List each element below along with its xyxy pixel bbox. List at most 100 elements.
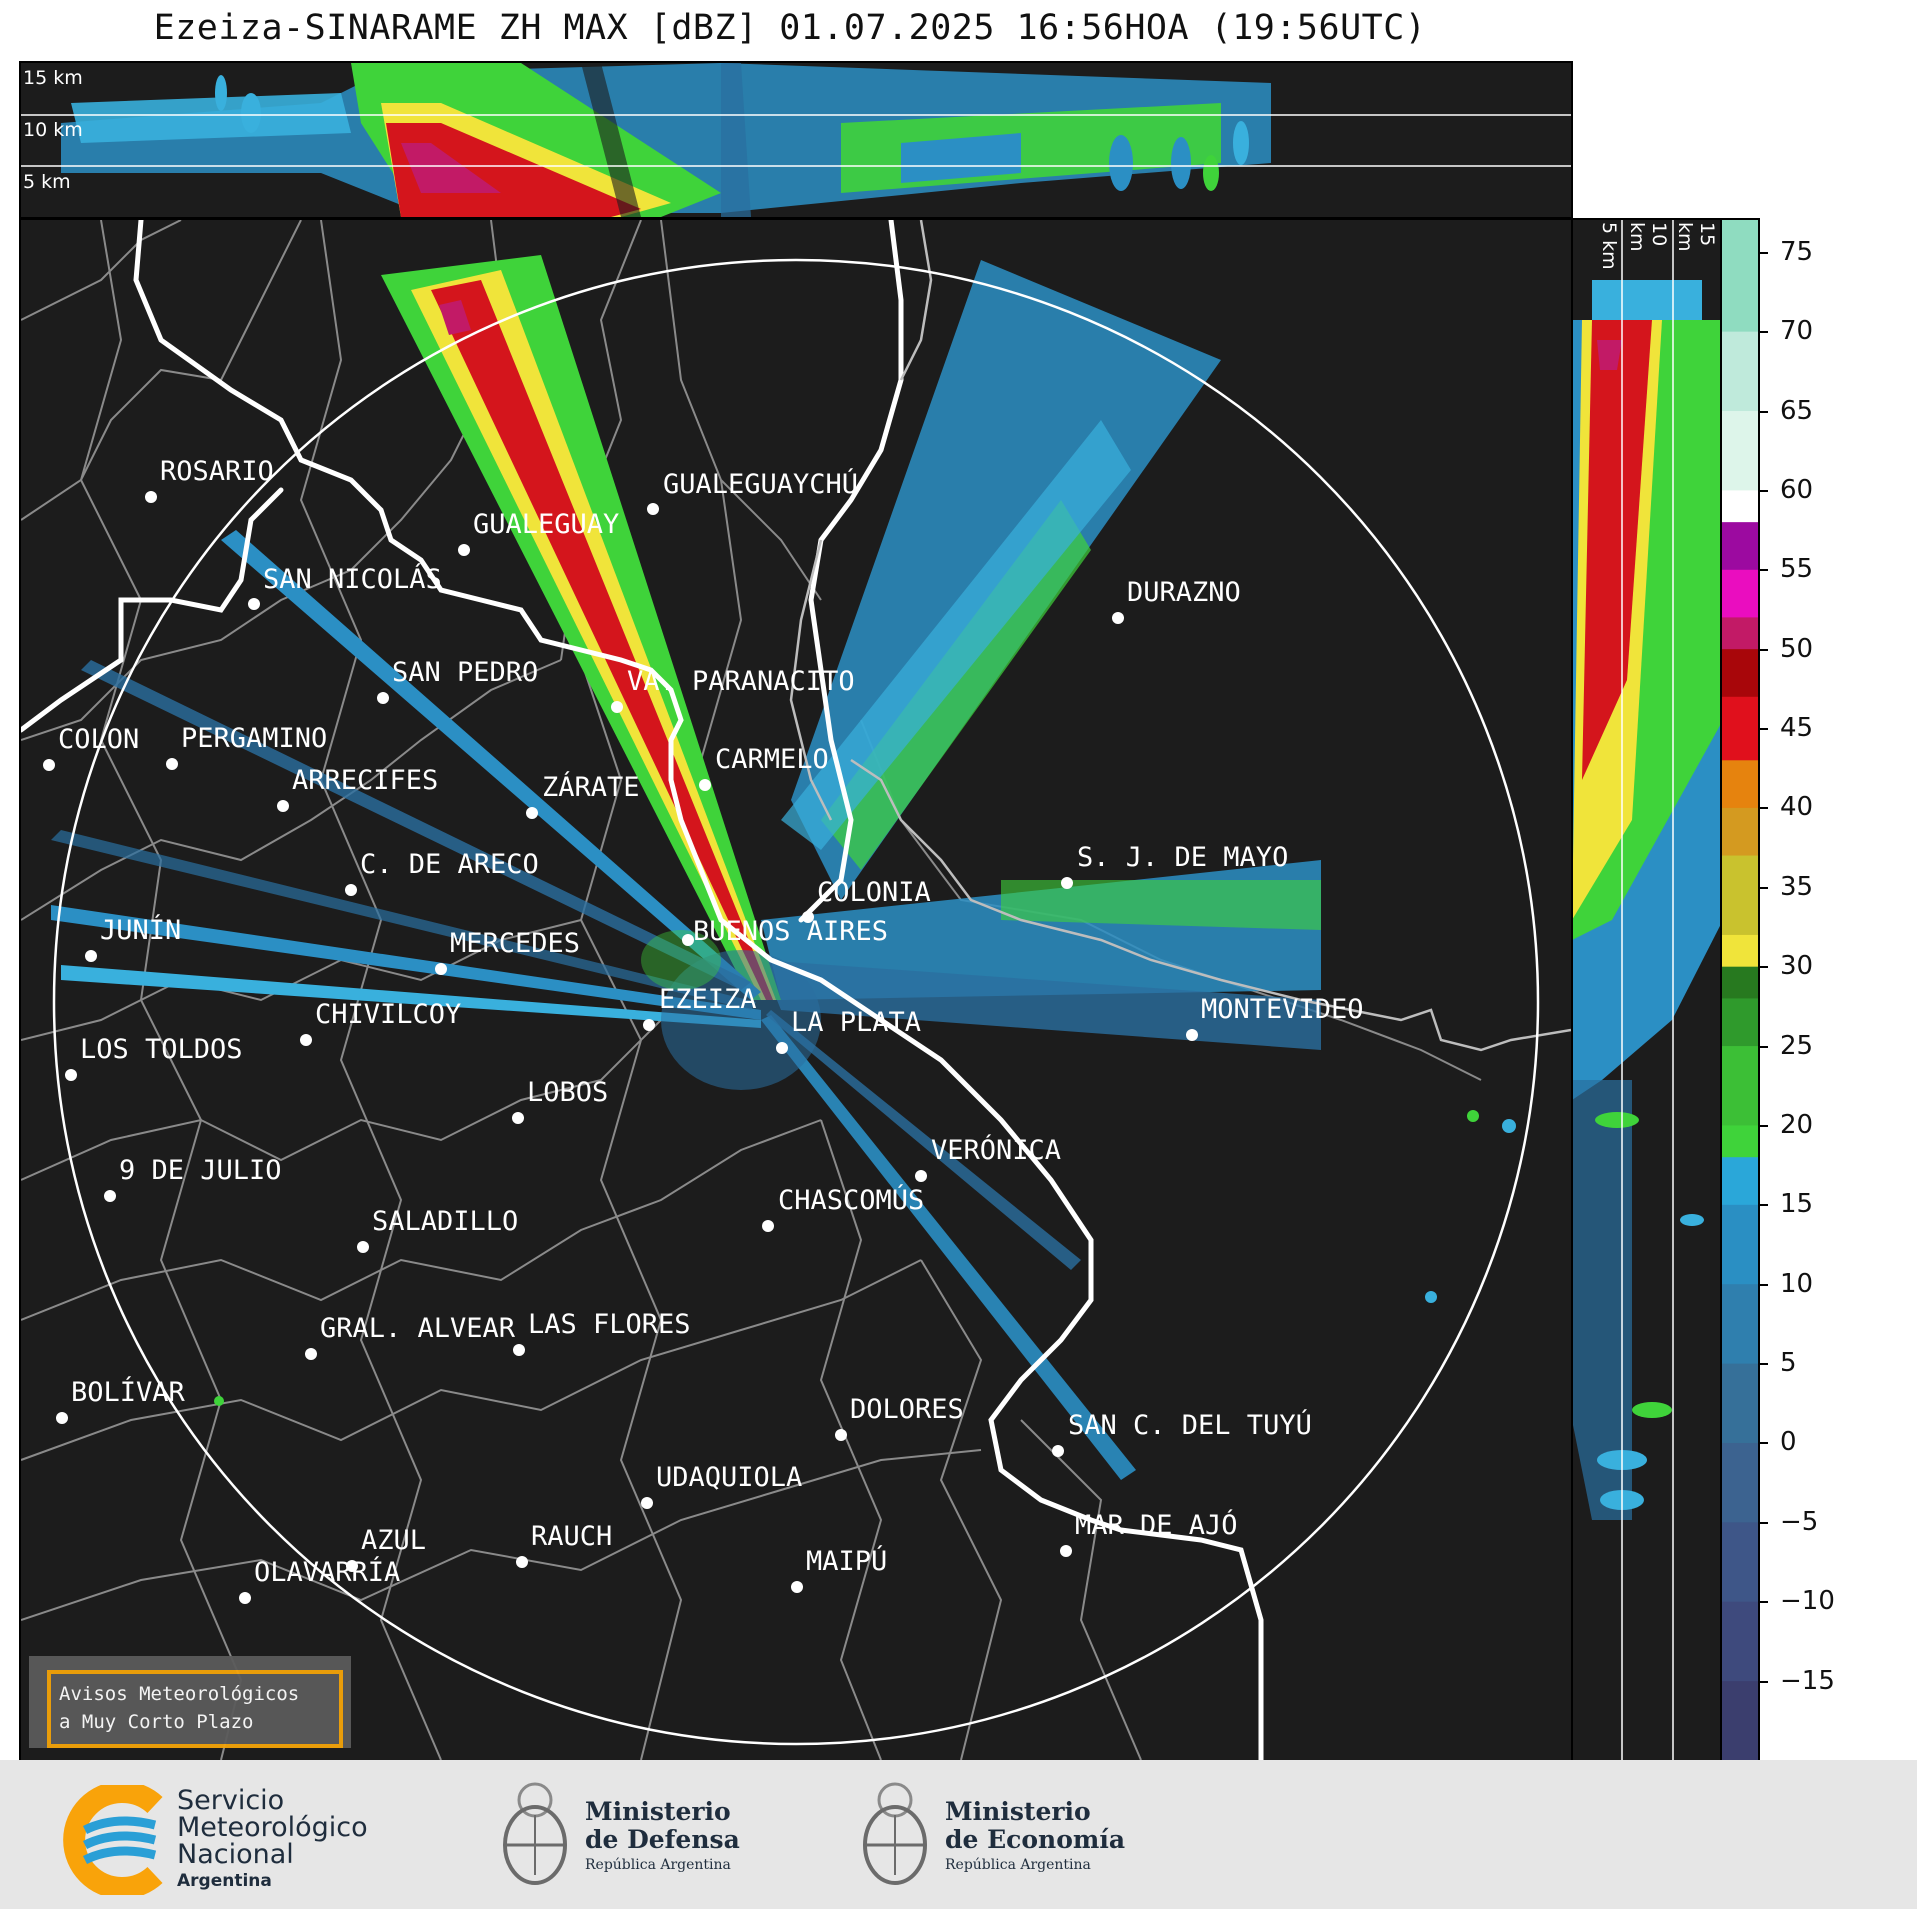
- colorbar-tick-label: 20: [1780, 1109, 1814, 1140]
- smn-country: Argentina: [177, 1871, 272, 1891]
- colorbar-tick: [1760, 1680, 1768, 1683]
- city-marker: [526, 807, 538, 819]
- city-marker: [791, 1581, 803, 1593]
- city-marker: [1186, 1029, 1198, 1041]
- city-label: OLAVARRÍA: [254, 1556, 400, 1588]
- radar-map: ROSARIO GUALEGUAYCHÚ GUALEGUAY SAN NICOLÁS D…: [19, 218, 1573, 1762]
- city-marker: [56, 1412, 68, 1424]
- city-label: COLONIA: [817, 877, 931, 908]
- radar-echoes: [51, 255, 1516, 1480]
- city-label: DURAZNO: [1127, 577, 1241, 608]
- colorbar-tick: [1760, 1283, 1768, 1286]
- city-label: JUNÍN: [100, 914, 181, 946]
- colorbar-band: [1722, 997, 1758, 1047]
- colorbar-band: [1722, 966, 1758, 999]
- city-label: VERÓNICA: [931, 1134, 1061, 1166]
- city-label: SAN PEDRO: [392, 657, 538, 688]
- city-label: GUALEGUAY: [473, 509, 619, 540]
- colorbar-tick-label: 5: [1780, 1348, 1797, 1379]
- colorbar-band: [1722, 1204, 1758, 1285]
- colorbar: [1720, 218, 1760, 1762]
- admin-borders: [21, 220, 1482, 1760]
- colorbar-tick-label: 70: [1780, 316, 1814, 347]
- colorbar-tick-label: 65: [1780, 395, 1814, 426]
- city-marker: [643, 1019, 655, 1031]
- colorbar-band: [1722, 1045, 1758, 1126]
- colorbar-band: [1722, 616, 1758, 650]
- smn-logo: Servicio Meteorológico Nacional Argentin…: [55, 1781, 405, 1899]
- colorbar-band: [1722, 1124, 1758, 1158]
- city-marker: [516, 1556, 528, 1568]
- colorbar-tick: [1760, 1442, 1768, 1445]
- city-marker: [104, 1190, 116, 1202]
- right-vertical-profile: 5 km 10 km 15 km: [1570, 218, 1725, 1762]
- city-label: CARMELO: [715, 744, 829, 775]
- city-marker: [513, 1344, 525, 1356]
- city-label: AZUL: [361, 1525, 426, 1556]
- city-label: CHIVILCOY: [315, 999, 461, 1030]
- city-marker: [762, 1220, 774, 1232]
- colorbar-tick: [1760, 1124, 1768, 1127]
- colorbar-band: [1722, 807, 1758, 856]
- avisos-box[interactable]: Avisos Meteorológicos a Muy Corto Plazo: [29, 1656, 351, 1748]
- colorbar-tick-label: 40: [1780, 792, 1814, 823]
- city-marker: [1061, 877, 1073, 889]
- colorbar-band: [1722, 1363, 1758, 1443]
- city-marker: [305, 1348, 317, 1360]
- colorbar-band: [1722, 934, 1758, 967]
- city-marker: [239, 1592, 251, 1604]
- avisos-frame[interactable]: Avisos Meteorológicos a Muy Corto Plazo: [47, 1670, 343, 1748]
- defensa-name-2: de Defensa: [585, 1825, 740, 1854]
- city-label: SAN NICOLÁS: [263, 563, 442, 595]
- city-label: LAS FLORES: [528, 1309, 691, 1340]
- defensa-logo: Ministerio de Defensa República Argentin…: [495, 1775, 755, 1895]
- colorbar-band: [1722, 331, 1758, 412]
- top-vertical-profile: 15 km 10 km 5 km: [19, 61, 1573, 219]
- smn-name-2: Meteorológico: [177, 1812, 368, 1843]
- colorbar-tick-label: 10: [1780, 1268, 1814, 1299]
- colorbar-tick: [1760, 331, 1768, 334]
- colorbar-band: [1722, 855, 1758, 935]
- city-marker: [835, 1429, 847, 1441]
- city-label: ZÁRATE: [542, 771, 640, 803]
- city-label: LOBOS: [527, 1077, 608, 1108]
- city-marker: [699, 779, 711, 791]
- colorbar-band: [1722, 648, 1758, 697]
- rivers: [789, 220, 1571, 1052]
- city-label: EZEIZA: [659, 984, 757, 1015]
- colorbar-band: [1722, 489, 1758, 523]
- colorbar-band: [1722, 1521, 1758, 1602]
- city-label: PERGAMINO: [181, 723, 327, 754]
- city-marker: [248, 598, 260, 610]
- city-label: ROSARIO: [160, 456, 274, 487]
- city-marker: [611, 701, 623, 713]
- side-alt-10-label: 10 km: [1626, 222, 1670, 252]
- colorbar-band: [1722, 1283, 1758, 1364]
- city-label: 9 DE JULIO: [119, 1155, 282, 1186]
- economia-logo: Ministerio de Economía República Argenti…: [855, 1775, 1135, 1895]
- city-marker: [345, 884, 357, 896]
- defensa-country: República Argentina: [585, 1857, 731, 1873]
- range-ring: [52, 258, 1540, 1746]
- top-alt-10-label: 10 km: [23, 119, 83, 141]
- city-marker: [435, 963, 447, 975]
- colorbar-band: [1722, 696, 1758, 761]
- city-label: VA. PARANACITO: [627, 666, 855, 697]
- national-shield-icon: [503, 1782, 567, 1885]
- colorbar-tick: [1760, 489, 1768, 492]
- economia-country: República Argentina: [945, 1857, 1091, 1873]
- city-marker: [145, 491, 157, 503]
- city-marker: [346, 1560, 358, 1572]
- city-marker: [300, 1034, 312, 1046]
- colorbar-tick-label: 25: [1780, 1030, 1814, 1061]
- colorbar-tick-label: 45: [1780, 713, 1814, 744]
- chart-title: Ezeiza-SINARAME ZH MAX [dBZ] 01.07.2025 …: [153, 8, 1427, 48]
- city-marker: [1112, 612, 1124, 624]
- top-alt-5-label: 5 km: [23, 171, 71, 193]
- colorbar-tick: [1760, 1521, 1768, 1524]
- smn-name-1: Servicio: [177, 1785, 285, 1816]
- colorbar-band: [1722, 521, 1758, 570]
- city-marker: [43, 759, 55, 771]
- colorbar-tick: [1760, 807, 1768, 810]
- national-shield-icon-2: [863, 1782, 927, 1885]
